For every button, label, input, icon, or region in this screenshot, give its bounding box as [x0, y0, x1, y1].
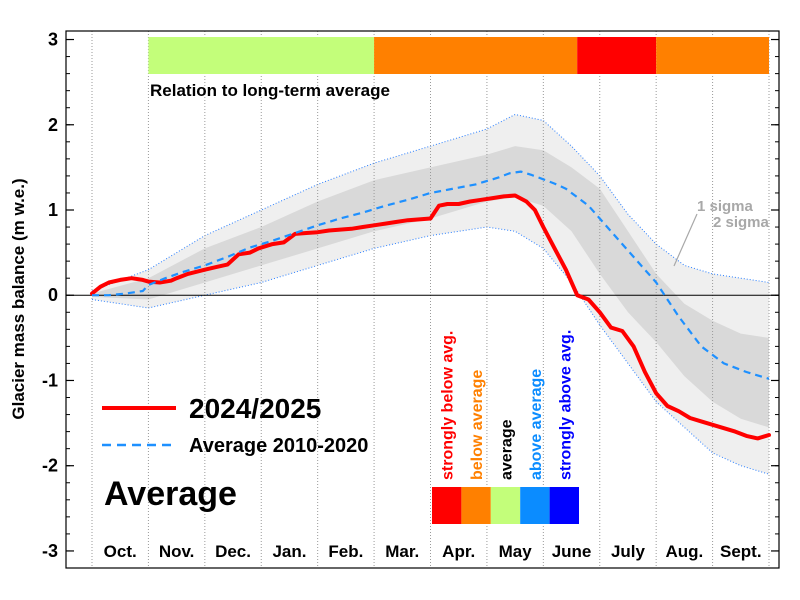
sigma-bands [91, 113, 770, 475]
relation-segment [656, 37, 769, 74]
series-current-line [90, 193, 771, 441]
y-tick-label: 3 [48, 30, 58, 50]
y-tick-label: -2 [42, 456, 58, 476]
x-tick-label: Nov. [159, 542, 195, 561]
relation-segment [577, 37, 657, 74]
sigma2-lower-line [91, 226, 770, 475]
category-legend: strongly below avg. below average average a… [432, 330, 579, 524]
y-tick-label: -3 [42, 541, 58, 561]
status-label: Average [104, 475, 237, 513]
x-tick-label: Sept. [720, 542, 762, 561]
sigma2-label: 2 sigma [713, 214, 770, 231]
category-label: average [499, 419, 516, 480]
x-tick-label: Feb. [328, 542, 363, 561]
relation-segment [148, 37, 375, 74]
y-tick-label: 2 [48, 115, 58, 135]
x-tick-label: Mar. [385, 542, 419, 561]
category-label: strongly below avg. [440, 331, 457, 480]
category-swatch [490, 487, 521, 524]
sigma-pointer [673, 213, 698, 267]
category-label: strongly above avg. [557, 330, 574, 480]
x-tick-label: May [499, 542, 533, 561]
sigma2-upper-line [91, 113, 770, 292]
sigma1-band [92, 146, 769, 428]
category-swatch [549, 487, 579, 524]
x-tick-label: Apr. [442, 542, 475, 561]
y-axis-label: Glacier mass balance (m w.e.) [9, 178, 28, 419]
relation-bar-label: Relation to long-term average [150, 81, 390, 100]
sigma1-label: 1 sigma [697, 198, 754, 215]
y-tick-label: -1 [42, 370, 58, 390]
y-tick-label: 0 [48, 285, 58, 305]
relation-bar [148, 37, 769, 74]
x-tick-label: Jan. [272, 542, 306, 561]
legend-average-label: Average 2010-2020 [189, 435, 368, 457]
category-swatch [520, 487, 550, 524]
relation-segment [374, 37, 578, 74]
x-tick-label: June [552, 542, 592, 561]
x-tick-label: Aug. [665, 542, 703, 561]
legend-current-label: 2024/2025 [189, 393, 321, 424]
category-label: above average [528, 369, 545, 480]
axes: -3 -2 -1 0 1 2 3 [42, 30, 780, 569]
category-swatch [432, 487, 462, 524]
plot-frame [65, 30, 780, 569]
series-legend: 2024/2025 Average 2010-2020 [102, 393, 368, 457]
series-layer [90, 170, 771, 441]
category-label: below average [469, 370, 486, 480]
month-gridlines: Oct. Nov. Dec. Jan. Feb. Mar. Apr. May June July A… [91, 31, 770, 568]
x-tick-label: Dec. [215, 542, 251, 561]
x-tick-label: Oct. [104, 542, 137, 561]
x-tick-label: July [611, 542, 646, 561]
y-tick-label: 1 [48, 200, 58, 220]
category-swatch [461, 487, 491, 524]
